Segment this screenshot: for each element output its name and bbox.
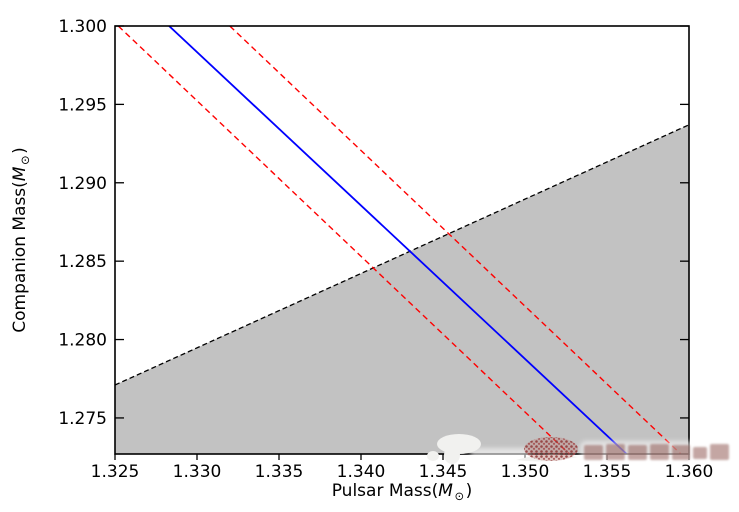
x-tick-label: 1.340 [337, 462, 386, 482]
y-tick-label: 1.290 [58, 174, 107, 194]
x-tick-label: 1.330 [173, 462, 222, 482]
series-layer [115, 26, 689, 454]
y-tick-label: 1.280 [58, 331, 107, 351]
total-mass-lower-line [117, 26, 570, 454]
x-tick-label: 1.345 [419, 462, 468, 482]
axes-frame [114, 25, 690, 455]
y-axis-label: Companion Mass(M⊙) [10, 147, 32, 333]
y-tick-label: 1.275 [58, 409, 107, 429]
x-tick-labels: 1.325 1.330 1.335 1.340 1.345 1.350 1.355 1.360 [91, 462, 714, 482]
y-tick-labels: 1.275 1.280 1.285 1.290 1.295 1.300 [58, 17, 107, 429]
total-mass-central-line [168, 26, 628, 454]
x-tick-label: 1.360 [665, 462, 714, 482]
watermark-text [584, 444, 729, 460]
watermark [427, 434, 738, 464]
watermark-berry-icon [524, 437, 578, 461]
mass-function-limit-line [115, 124, 689, 386]
y-tick-label: 1.285 [58, 252, 107, 272]
excluded-region-layer [115, 124, 689, 454]
y-tick-label: 1.300 [58, 17, 107, 37]
x-tick-label: 1.335 [255, 462, 304, 482]
x-tick-label: 1.355 [583, 462, 632, 482]
mass-function-limit-region [115, 124, 689, 454]
x-axis-label: Pulsar Mass(M ⊙) [332, 481, 473, 503]
total-mass-upper-line [229, 26, 682, 454]
x-tick-label: 1.325 [91, 462, 140, 482]
y-tick-label: 1.295 [58, 95, 107, 115]
x-tick-label: 1.350 [501, 462, 550, 482]
watermark-cloud-icon [427, 434, 481, 464]
